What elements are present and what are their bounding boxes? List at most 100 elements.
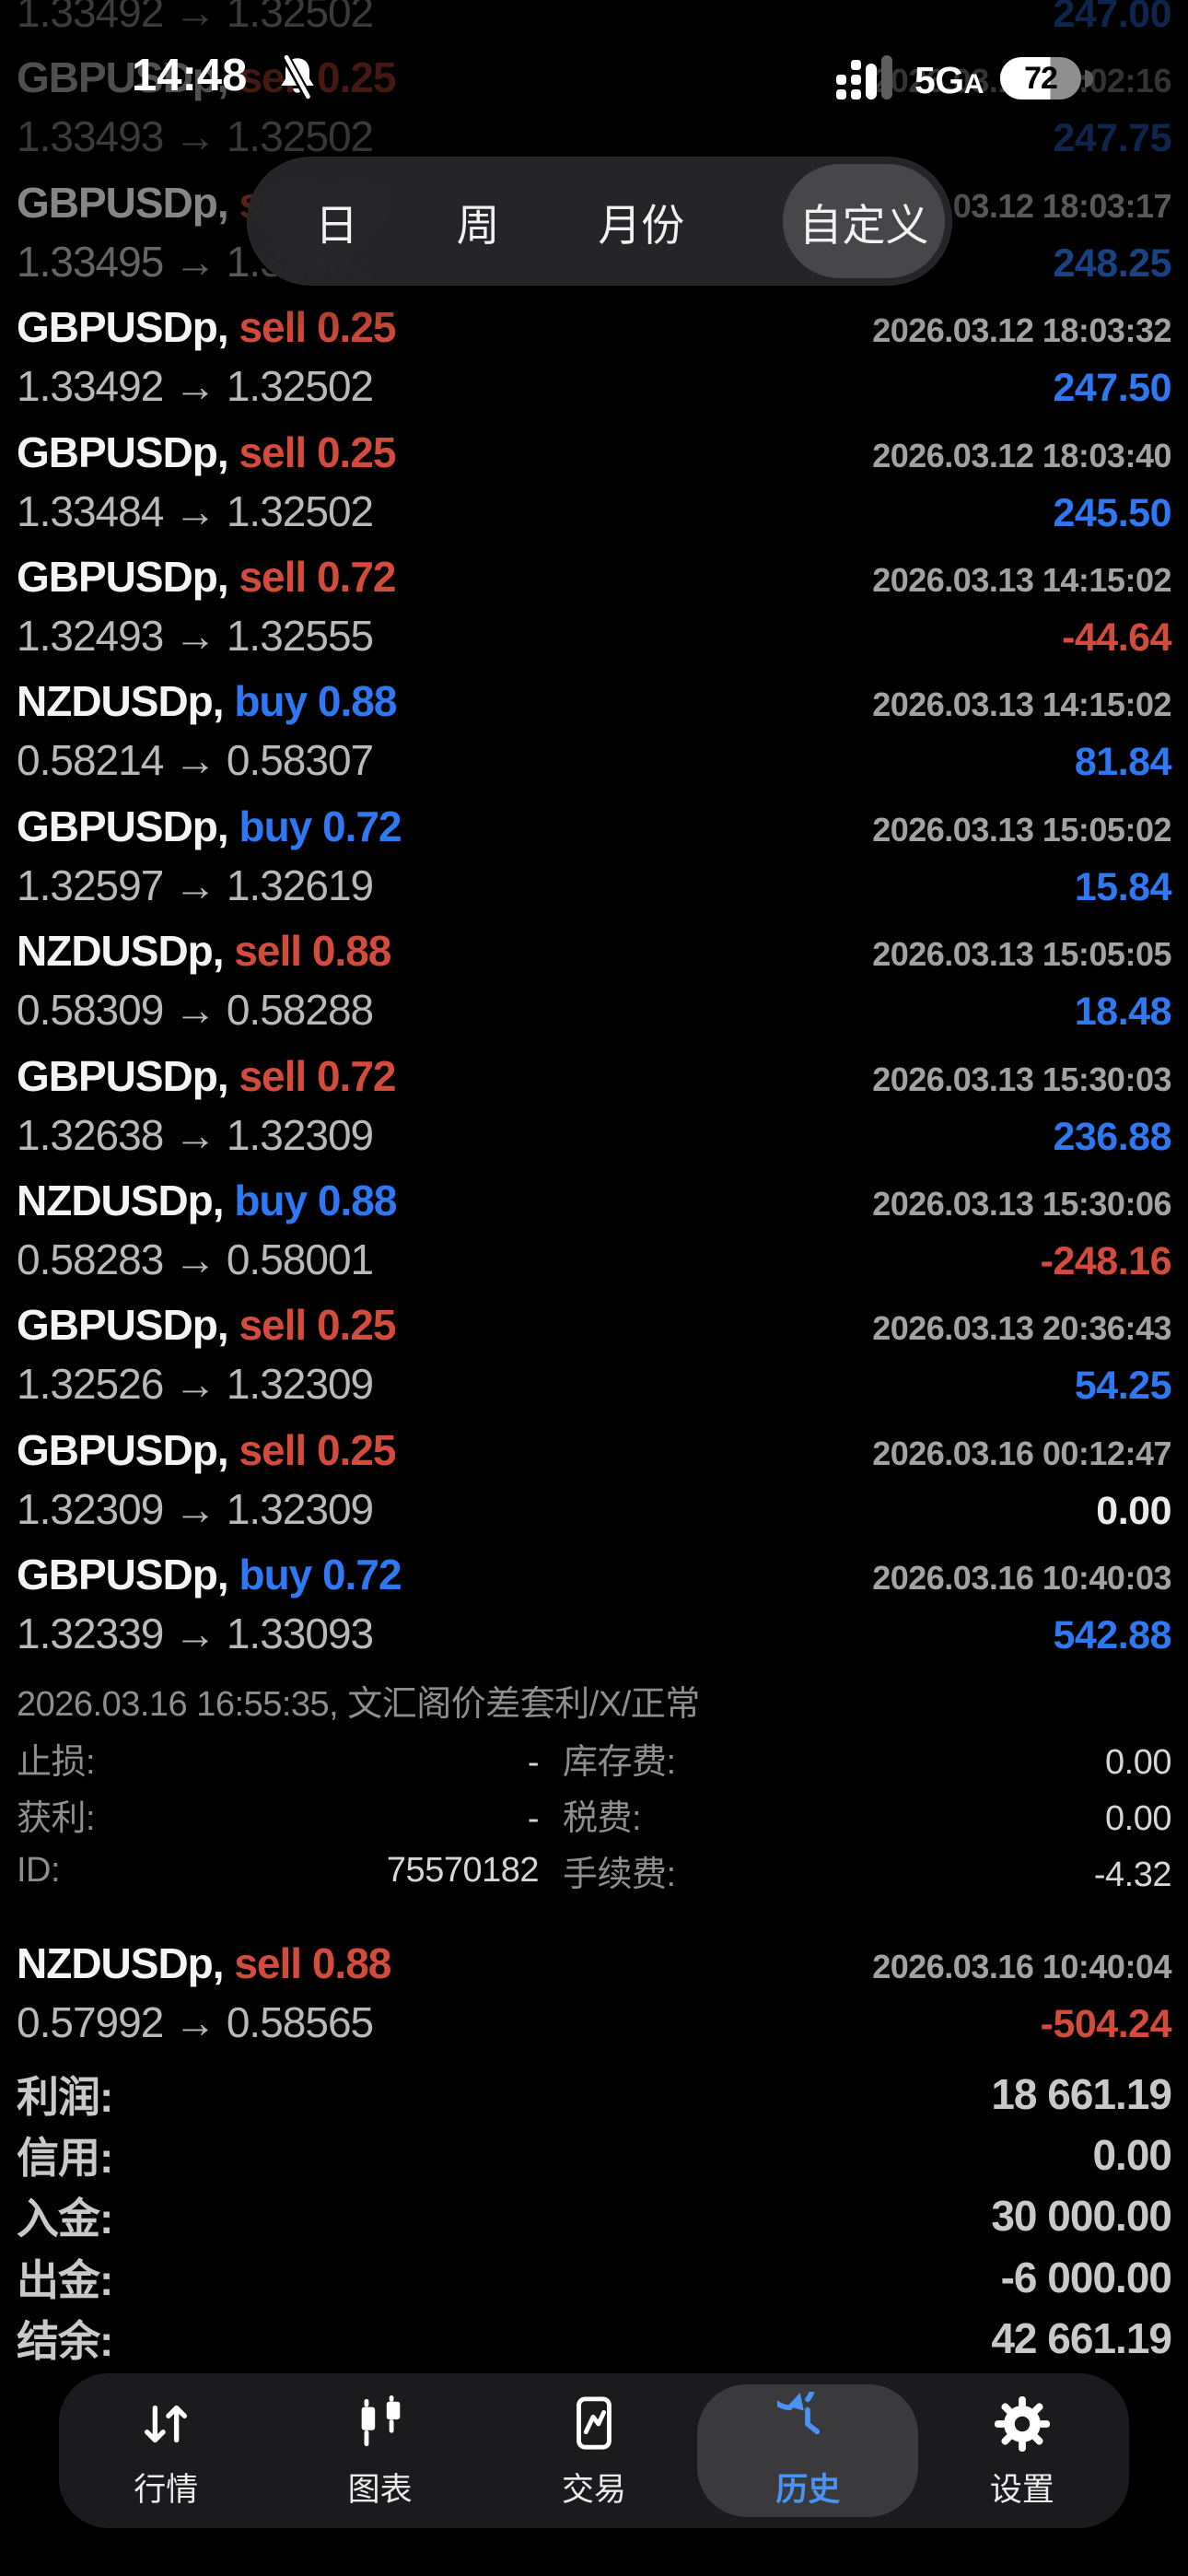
battery-tip bbox=[1085, 70, 1093, 88]
summary-row: 利润: 18 661.19 bbox=[17, 2064, 1172, 2125]
trade-row[interactable]: NZDUSDp, sell 0.88 2026.03.16 10:40:04 0.5… bbox=[17, 1938, 1172, 2063]
trade-profit: -44.64 bbox=[1062, 615, 1171, 660]
trade-row[interactable]: NZDUSDp, buy 0.88 2026.03.13 14:15:02 0.58… bbox=[17, 676, 1172, 801]
status-bar: 14:48 5GA 72 bbox=[0, 0, 1188, 120]
trade-symbol-and-side: NZDUSDp, sell 0.88 bbox=[17, 927, 391, 976]
detail-label: 止损: bbox=[17, 1743, 96, 1782]
detail-label: ID: bbox=[17, 1851, 61, 1890]
trade-row[interactable]: GBPUSDp, sell 0.25 2026.03.16 00:12:47 1.3… bbox=[17, 1425, 1171, 1550]
trade-profit: 54.25 bbox=[1074, 1364, 1172, 1409]
trade-chart-icon bbox=[565, 2392, 623, 2453]
trade-profit: 247.75 bbox=[1053, 116, 1171, 161]
settings-gear-icon bbox=[994, 2392, 1051, 2453]
detail-label: 手续费: bbox=[563, 1856, 676, 1894]
cellular-signal-icon bbox=[836, 55, 897, 106]
trade-profit: 247.00 bbox=[1053, 0, 1171, 36]
summary-label: 利润: bbox=[17, 2073, 113, 2122]
trade-history-list: 1.33492 → 1.32502 247.00 GBPUSDp, sell 0.2… bbox=[17, 0, 1172, 1674]
detail-value: 75570182 bbox=[386, 1851, 540, 1890]
tab-settings[interactable]: 设置 bbox=[915, 2373, 1129, 2528]
candlestick-chart-icon bbox=[352, 2392, 409, 2453]
trade-time: 2026.03.13 14:15:02 bbox=[872, 560, 1171, 599]
trade-profit: 81.84 bbox=[1074, 740, 1172, 785]
trade-row[interactable]: GBPUSDp, sell 0.25 2026.03.12 18:03:40 1.3… bbox=[17, 427, 1171, 552]
trade-symbol-and-side: GBPUSDp, sell 0.25 bbox=[17, 1425, 397, 1474]
detail-value: - bbox=[527, 1743, 540, 1782]
trade-symbol-and-side: GBPUSDp, sell 0.72 bbox=[17, 1051, 397, 1100]
trade-price-range: 1.32493 → 1.32555 bbox=[17, 611, 374, 660]
summary-label: 入金: bbox=[17, 2195, 113, 2243]
detail-label: 税费: bbox=[563, 1799, 642, 1838]
trade-price-range: 1.33493 → 1.32502 bbox=[17, 112, 374, 161]
trade-symbol-and-side: GBPUSDp, sell 0.25 bbox=[17, 303, 397, 352]
tab-label: 设置 bbox=[989, 2471, 1054, 2508]
trade-row[interactable]: GBPUSDp, sell 0.72 2026.03.13 15:30:03 1.3… bbox=[17, 1051, 1171, 1176]
trade-profit: 245.50 bbox=[1053, 490, 1171, 535]
period-option[interactable]: 日 bbox=[315, 200, 358, 250]
tab-label: 图表 bbox=[347, 2471, 413, 2508]
trade-price-range: 1.33492 → 1.32502 bbox=[17, 0, 374, 36]
summary-label: 出金: bbox=[17, 2255, 113, 2304]
trade-symbol-and-side: NZDUSDp, sell 0.88 bbox=[17, 1939, 391, 1987]
trade-row[interactable]: NZDUSDp, buy 0.88 2026.03.13 15:30:06 0.58… bbox=[17, 1176, 1172, 1300]
summary-label: 结余: bbox=[17, 2316, 113, 2365]
trade-price-range: 0.57992 → 0.58565 bbox=[17, 1998, 374, 2046]
summary-row: 出金: -6 000.00 bbox=[17, 2247, 1172, 2308]
trade-time: 2026.03.16 00:12:47 bbox=[872, 1434, 1171, 1472]
account-summary: 利润: 18 661.19 信用: 0.00 入金: 30 000.00 出金: -6 000… bbox=[17, 2064, 1172, 2369]
trade-row[interactable]: GBPUSDp, sell 0.25 2026.03.12 18:03:32 1.3… bbox=[17, 302, 1171, 427]
trade-row[interactable]: GBPUSDp, sell 0.72 2026.03.13 14:15:02 1.3… bbox=[17, 552, 1171, 676]
trade-row[interactable]: NZDUSDp, sell 0.88 2026.03.13 15:05:05 0.5… bbox=[17, 926, 1172, 1050]
detail-value: 0.00 bbox=[1105, 1743, 1171, 1782]
quotes-arrows-icon bbox=[137, 2392, 194, 2453]
trade-row[interactable]: GBPUSDp, buy 0.72 2026.03.13 15:05:02 1.32… bbox=[17, 802, 1172, 926]
tab-quotes[interactable]: 行情 bbox=[59, 2373, 273, 2528]
trade-symbol-and-side: GBPUSDp, sell 0.72 bbox=[17, 552, 397, 601]
trade-symbol-and-side: GBPUSDp, sell 0.25 bbox=[17, 1301, 397, 1350]
trade-time: 2026.03.13 15:05:05 bbox=[872, 935, 1171, 974]
period-option[interactable]: 周 bbox=[456, 200, 500, 250]
tab-label: 交易 bbox=[562, 2471, 627, 2508]
detail-field-row: 获利: - 税费: 0.00 bbox=[17, 1786, 1171, 1843]
trade-time: 2026.03.13 15:30:03 bbox=[872, 1060, 1171, 1098]
period-option[interactable]: 自定义 bbox=[782, 164, 945, 278]
battery-indicator: 72 bbox=[1000, 57, 1081, 100]
detail-label: 获利: bbox=[17, 1799, 96, 1838]
bottom-tab-bar: 行情 图表 交易 历史 设置 bbox=[59, 2373, 1129, 2528]
trade-row[interactable]: GBPUSDp, buy 0.72 2026.03.16 10:40:03 1.32… bbox=[17, 1550, 1171, 1674]
trade-row-container: NZDUSDp, sell 0.88 2026.03.16 10:40:04 0.5… bbox=[17, 1938, 1172, 2064]
trade-time: 2026.03.12 18:03:32 bbox=[872, 311, 1171, 350]
detail-value: 0.00 bbox=[1105, 1799, 1171, 1838]
trade-row[interactable]: 1.33492 → 1.32502 247.00 bbox=[17, 0, 1171, 53]
detail-field-row: ID: 75570182 手续费: -4.32 bbox=[17, 1843, 1172, 1899]
trade-symbol-and-side: GBPUSDp, buy 0.72 bbox=[17, 802, 402, 850]
trade-profit: 248.25 bbox=[1053, 240, 1171, 286]
trade-price-range: 1.33492 → 1.32502 bbox=[17, 362, 374, 411]
trade-time: 2026.03.13 20:36:43 bbox=[872, 1309, 1171, 1348]
network-type-label: 5GA bbox=[914, 59, 984, 101]
trade-time: 2026.03.13 15:05:02 bbox=[872, 810, 1171, 849]
status-time: 14:48 bbox=[132, 51, 248, 100]
trade-price-range: 1.32638 → 1.32309 bbox=[17, 1110, 374, 1159]
summary-value: 0.00 bbox=[1092, 2131, 1172, 2180]
trade-row[interactable]: GBPUSDp, sell 0.25 2026.03.13 20:36:43 1.3… bbox=[17, 1300, 1172, 1424]
detail-value: - bbox=[527, 1799, 540, 1838]
summary-value: 18 661.19 bbox=[991, 2070, 1172, 2119]
trade-profit: 542.88 bbox=[1053, 1613, 1171, 1658]
trade-price-range: 1.32526 → 1.32309 bbox=[17, 1360, 374, 1409]
trade-time: 2026.03.13 14:15:02 bbox=[872, 685, 1171, 724]
tab-charts[interactable]: 图表 bbox=[273, 2373, 486, 2528]
period-option[interactable]: 月份 bbox=[598, 200, 685, 250]
trade-profit: 247.50 bbox=[1053, 366, 1171, 411]
detail-field-row: 止损: - 库存费: 0.00 bbox=[17, 1730, 1171, 1786]
summary-label: 信用: bbox=[17, 2134, 113, 2183]
summary-row: 结余: 42 661.19 bbox=[17, 2308, 1172, 2369]
trade-price-range: 1.32339 → 1.33093 bbox=[17, 1610, 374, 1658]
tab-label: 行情 bbox=[134, 2471, 199, 2508]
trade-symbol-and-side: NZDUSDp, buy 0.88 bbox=[17, 1176, 397, 1224]
tab-history[interactable]: 历史 bbox=[697, 2373, 919, 2528]
tab-trade[interactable]: 交易 bbox=[487, 2373, 701, 2528]
trade-profit: 15.84 bbox=[1074, 864, 1172, 909]
period-selector-popup: 日 周 月份 自定义 bbox=[247, 157, 952, 286]
